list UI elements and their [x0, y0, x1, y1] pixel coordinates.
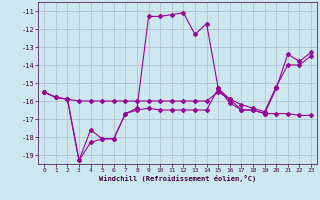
X-axis label: Windchill (Refroidissement éolien,°C): Windchill (Refroidissement éolien,°C) — [99, 175, 256, 182]
